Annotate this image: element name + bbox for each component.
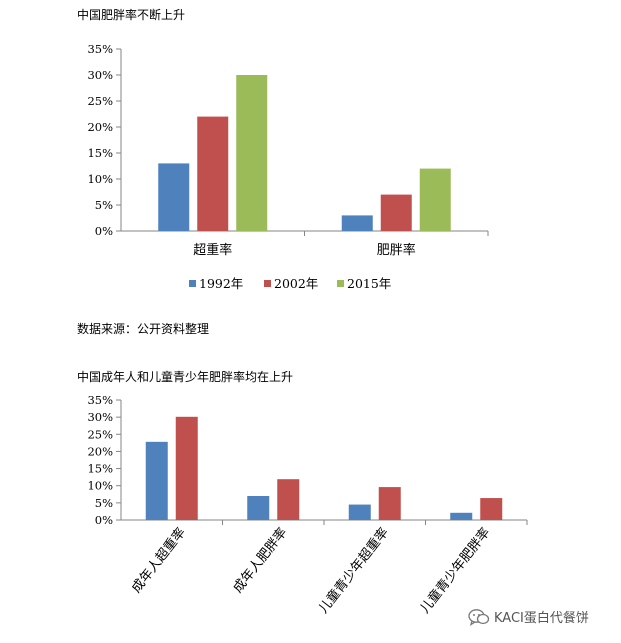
bar [145,441,168,520]
y-tick-label: 0% [95,513,113,527]
chart1-title: 中国肥胖率不断上升 [77,8,186,22]
legend-label: 2002年 [274,276,318,291]
legend-label: 2015年 [347,276,391,291]
bar [419,168,451,231]
category-label: 肥胖率 [377,242,416,258]
legend-swatch [337,280,344,287]
y-tick-label: 30% [87,410,113,424]
bar [236,75,268,231]
bar [247,496,270,520]
legend-swatch [189,280,196,287]
bar [378,487,401,520]
watermark: KACI蛋白代餐饼 [468,607,589,626]
category-label: 成年人超重率 [128,525,189,596]
category-label: 超重率 [193,242,232,258]
y-tick-label: 5% [95,198,113,212]
category-label: 儿童青少年肥胖率 [417,525,494,617]
chart2-title: 中国成年人和儿童青少年肥胖率均在上升 [77,370,294,384]
y-tick-label: 35% [87,42,113,56]
category-label: 成年人肥胖率 [230,525,291,596]
y-tick-label: 15% [87,462,113,476]
y-tick-label: 25% [87,94,113,108]
bar [450,512,473,520]
bar [341,215,373,231]
bar [348,504,371,520]
bar [277,479,300,520]
y-tick-label: 10% [87,172,113,186]
bar [480,498,503,520]
legend-swatch [264,280,271,287]
y-tick-label: 20% [87,444,113,458]
y-tick-label: 5% [95,496,113,510]
y-tick-label: 25% [87,427,113,441]
bar [158,163,190,231]
source-note: 数据来源：公开资料整理 [77,322,210,336]
y-tick-label: 35% [87,393,113,407]
bar [197,116,229,231]
bar [380,194,412,231]
legend-label: 1992年 [199,276,243,291]
y-tick-label: 15% [87,146,113,160]
y-tick-label: 10% [87,479,113,493]
category-label: 儿童青少年超重率 [315,525,392,617]
y-tick-label: 20% [87,120,113,134]
y-tick-label: 0% [95,224,113,238]
y-tick-label: 30% [87,68,113,82]
watermark-text: KACI蛋白代餐饼 [494,611,589,626]
bar [175,416,198,520]
wechat-icon [468,608,490,626]
